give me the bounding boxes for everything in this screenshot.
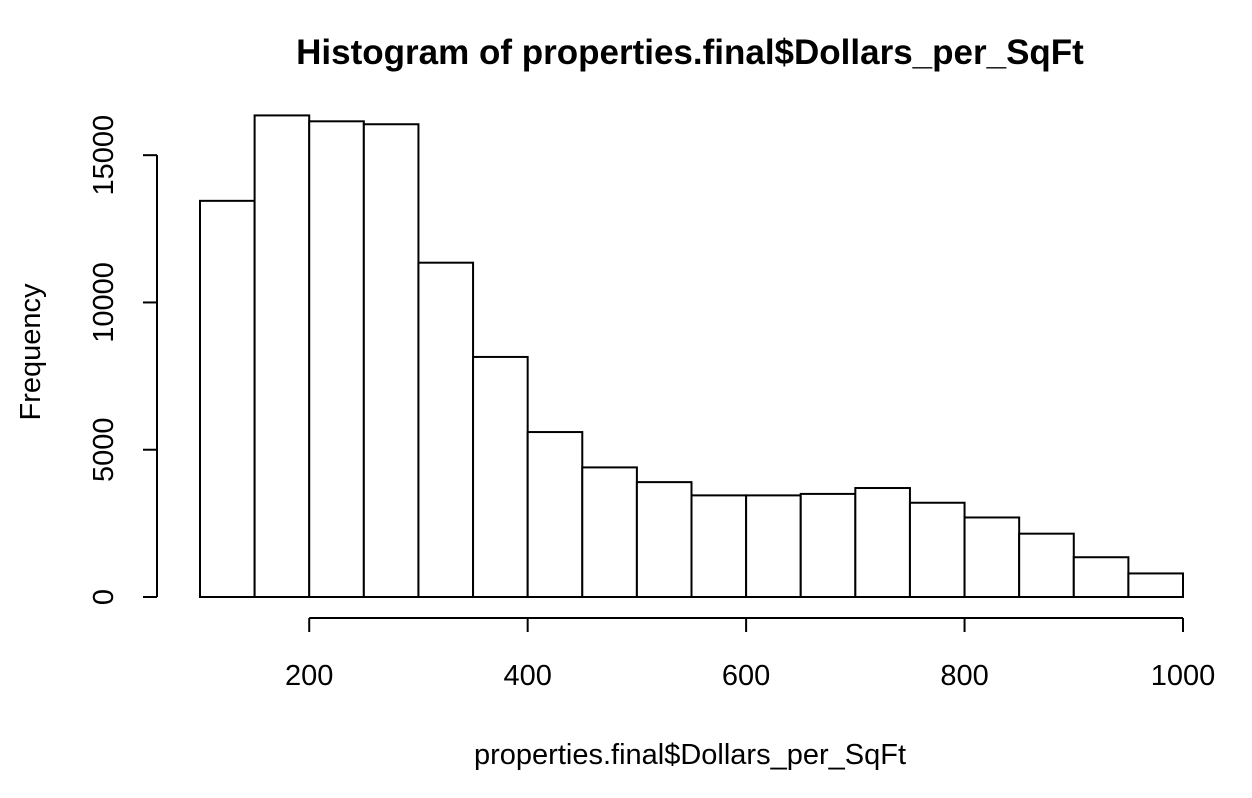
histogram-bar xyxy=(308,120,365,599)
histogram-bar xyxy=(690,494,748,598)
histogram-bar xyxy=(417,261,475,598)
histogram-bar xyxy=(799,492,857,598)
x-tick-label: 200 xyxy=(285,660,333,692)
x-tick-label: 800 xyxy=(940,660,988,692)
histogram-bar xyxy=(745,494,802,598)
histogram-bar xyxy=(1072,556,1130,599)
histogram-bar xyxy=(581,466,638,598)
y-tick-label: 0 xyxy=(88,589,120,605)
histogram-bar xyxy=(362,123,420,598)
histogram-bar xyxy=(1018,532,1075,599)
y-axis: 0 5000 10000 15000 xyxy=(88,115,158,605)
histogram-bar xyxy=(472,355,529,599)
x-tick-label: 1000 xyxy=(1151,660,1216,692)
y-tick-label: 15000 xyxy=(88,115,120,196)
histogram-bar xyxy=(1127,572,1185,598)
x-tick-label: 600 xyxy=(722,660,770,692)
histogram-bar xyxy=(635,481,693,598)
x-axis-label: properties.final$Dollars_per_SqFt xyxy=(474,739,906,771)
y-axis-label: Frequency xyxy=(15,283,47,421)
histogram-bar xyxy=(199,199,256,598)
histogram-bar xyxy=(526,431,584,598)
histogram-bar xyxy=(253,114,311,598)
bars-group xyxy=(199,114,1185,599)
y-tick-label: 5000 xyxy=(88,417,120,482)
chart-title: Histogram of properties.final$Dollars_pe… xyxy=(296,33,1084,72)
x-axis: 200 400 600 800 1000 xyxy=(285,617,1216,692)
y-tick-label: 10000 xyxy=(88,262,120,343)
histogram-bar xyxy=(908,501,966,598)
histogram-bar xyxy=(854,487,911,599)
histogram-bar xyxy=(963,516,1021,598)
x-tick-label: 400 xyxy=(503,660,551,692)
